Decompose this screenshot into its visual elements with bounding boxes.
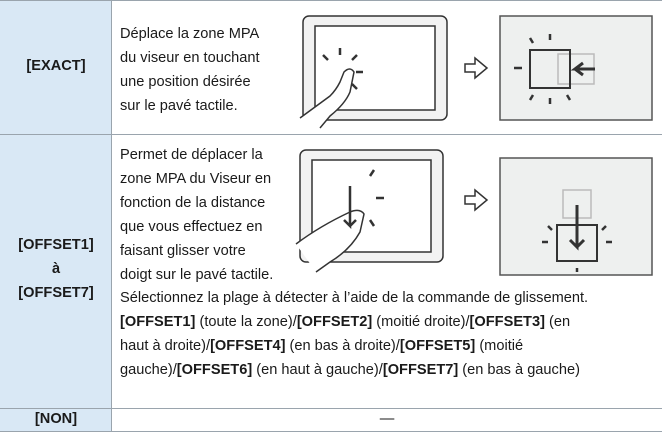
description-line: Permet de déplacer la [120, 147, 263, 163]
text-run: (en bas à gauche) [458, 362, 580, 378]
description-line: faisant glisser votre [120, 243, 246, 259]
border [0, 408, 662, 409]
note-line: gauche)/[OFFSET6] (en haut à gauche)/[OF… [120, 362, 580, 378]
description-line: doigt sur le pavé tactile. [120, 267, 274, 283]
bold-term: [OFFSET1] [120, 314, 196, 330]
bold-term: [OFFSET5] [399, 338, 476, 354]
description-line: que vous effectuez en [120, 219, 263, 235]
bold-term: [OFFSET6] [176, 362, 253, 378]
border [0, 134, 662, 135]
note-line: [OFFSET1] (toute la zone)/[OFFSET2] (moi… [120, 314, 570, 330]
description-line: Déplace la zone MPA [120, 26, 260, 42]
bold-term: [OFFSET3] [469, 314, 545, 330]
row-label: à [51, 261, 61, 277]
text-run: Sélectionnez la plage à détecter à l’aid… [120, 290, 589, 306]
text-run: (moitié [475, 338, 524, 354]
row-label: [NON] [34, 411, 78, 427]
row-label: [OFFSET7] [18, 285, 94, 301]
note-line: Sélectionnez la plage à détecter à l’aid… [120, 290, 588, 306]
description-line: du viseur en touchant [120, 50, 260, 66]
description-line: une position désirée [120, 74, 251, 90]
text-run: (moitié droite)/ [372, 314, 470, 330]
text-run: gauche)/ [120, 362, 177, 378]
description-line: fonction de la distance [120, 195, 266, 211]
row-label: [EXACT] [26, 58, 86, 74]
note-line: haut à droite)/[OFFSET4] (en bas à droit… [120, 338, 523, 354]
description-line: sur le pavé tactile. [120, 98, 238, 114]
text-run: haut à droite)/ [120, 338, 211, 354]
text-run: (en bas à droite)/ [285, 338, 400, 354]
text-run: (toute la zone)/ [195, 314, 297, 330]
text-run: (en haut à gauche)/ [252, 362, 383, 378]
description-line: zone MPA du Viseur en [120, 171, 272, 187]
text-run: (en [544, 314, 571, 330]
bold-term: [OFFSET2] [296, 314, 373, 330]
description-line: — [379, 411, 395, 427]
row-label: [OFFSET1] [18, 237, 94, 253]
border [0, 0, 662, 1]
bold-term: [OFFSET4] [210, 338, 286, 354]
bold-term: [OFFSET7] [382, 362, 459, 378]
label-column [0, 0, 112, 432]
